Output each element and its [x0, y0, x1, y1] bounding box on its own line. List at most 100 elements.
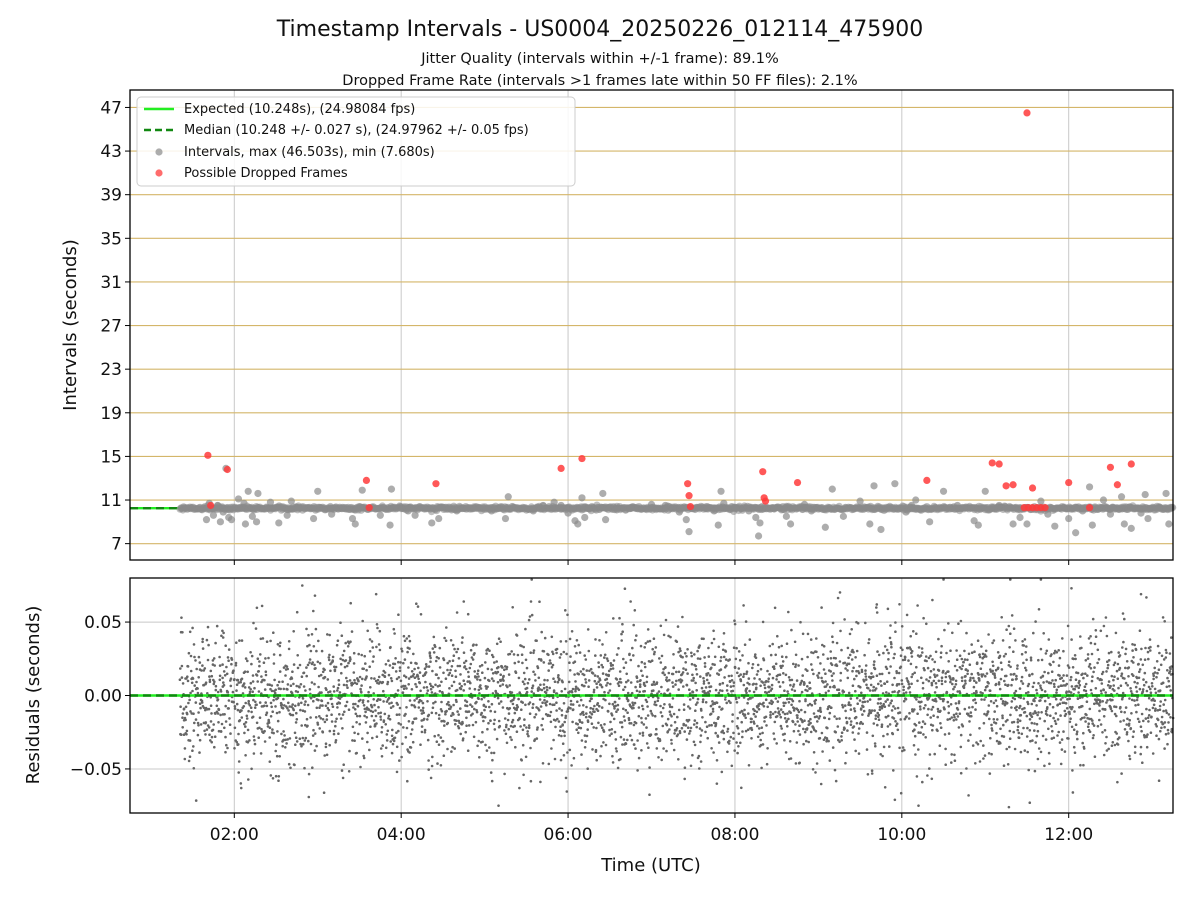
residual-point [919, 731, 922, 734]
residual-point [586, 767, 589, 770]
legend-dropped-marker [155, 169, 163, 177]
residual-point [602, 741, 605, 744]
residual-point [648, 793, 651, 796]
interval-point [1099, 496, 1108, 504]
residual-point [304, 689, 307, 692]
residual-point [197, 711, 200, 714]
intervals-y-axis-label: Intervals (seconds) [60, 239, 81, 411]
residual-point [966, 658, 969, 662]
residual-point [452, 680, 456, 684]
residual-point [369, 709, 373, 713]
residual-point [816, 674, 819, 677]
residual-point [820, 676, 823, 680]
residual-point [761, 681, 765, 684]
residual-point [853, 709, 857, 713]
residual-point [581, 710, 585, 714]
residual-point [827, 717, 831, 721]
residual-point [596, 702, 600, 705]
residual-point [180, 664, 184, 668]
residual-point [224, 750, 227, 754]
residual-point [959, 619, 963, 623]
residual-point [188, 739, 192, 742]
residual-point [268, 726, 272, 729]
residual-point [222, 683, 226, 687]
residual-point [395, 677, 399, 681]
residual-point [844, 761, 847, 765]
residual-point [356, 714, 359, 718]
residual-point [693, 719, 697, 722]
residual-point [854, 715, 858, 719]
interval-point [351, 520, 359, 528]
residual-point [801, 720, 804, 724]
residual-point [771, 712, 775, 716]
residual-point [978, 760, 982, 763]
residual-point [511, 606, 514, 609]
residual-point [537, 676, 541, 680]
residual-point [318, 727, 322, 730]
residual-point [786, 690, 789, 693]
residual-point [532, 649, 536, 652]
residual-point [683, 766, 687, 769]
residual-point [269, 639, 272, 643]
residual-point [179, 705, 182, 708]
residual-point [269, 687, 272, 691]
residual-point [871, 734, 875, 738]
interval-point [1162, 489, 1170, 498]
residual-point [450, 665, 454, 668]
residual-point [284, 746, 287, 749]
residual-point [365, 675, 368, 678]
residual-point [566, 751, 569, 754]
residual-point [556, 717, 559, 721]
residual-point [671, 672, 675, 676]
residual-point [930, 777, 934, 781]
residual-point [792, 709, 796, 712]
residual-point [461, 722, 464, 725]
residual-point [560, 713, 564, 717]
residual-point [322, 791, 326, 794]
residual-point [913, 671, 916, 675]
residual-point [278, 644, 282, 648]
residual-point [570, 690, 574, 694]
residual-point [233, 707, 237, 710]
residual-point [844, 667, 847, 670]
residual-point [348, 679, 352, 682]
residual-point [597, 665, 601, 669]
residual-point [919, 708, 922, 711]
residual-point [264, 670, 268, 673]
residual-point [643, 665, 647, 669]
residual-point [963, 707, 967, 711]
residual-point [564, 716, 567, 720]
residual-point [373, 724, 377, 728]
residual-point [480, 711, 484, 715]
residual-point [886, 732, 889, 736]
residual-point [915, 698, 918, 701]
residual-point [728, 680, 732, 683]
residual-point [287, 762, 291, 766]
residual-point [657, 756, 660, 759]
residual-point [756, 669, 760, 673]
residual-point [364, 662, 367, 665]
residual-point [351, 725, 355, 729]
residual-point [347, 661, 350, 665]
residual-point [920, 647, 924, 650]
residual-point [395, 731, 398, 734]
residual-point [606, 681, 609, 685]
residual-point [326, 701, 330, 705]
residual-point [597, 661, 600, 664]
residual-point [978, 655, 982, 659]
residual-point [390, 679, 394, 683]
residual-point [369, 686, 372, 689]
dropped-frame-point [923, 476, 931, 484]
residual-point [859, 707, 863, 710]
residual-point [952, 687, 955, 691]
residual-point [667, 671, 671, 675]
residual-point [822, 681, 825, 684]
residual-point [310, 633, 314, 636]
interval-point [717, 487, 725, 495]
residual-point [618, 670, 622, 673]
residual-point [370, 640, 374, 643]
residual-point [700, 709, 703, 712]
residual-point [788, 740, 792, 743]
residual-point [764, 698, 768, 701]
residual-point [783, 732, 786, 736]
